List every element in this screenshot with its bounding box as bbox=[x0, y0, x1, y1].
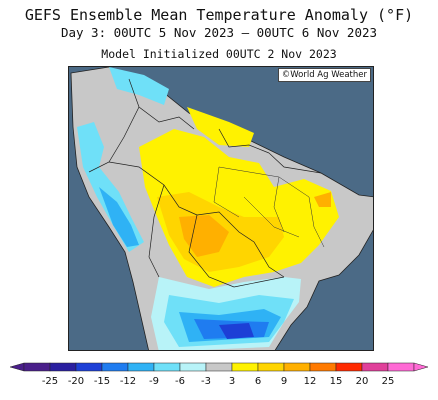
colorbar-bin bbox=[153, 362, 181, 372]
model-init-line: Model Initialized 00UTC 2 Nov 2023 bbox=[101, 47, 337, 61]
colorbar-tick-label: 6 bbox=[254, 376, 262, 387]
colorbar bbox=[10, 362, 428, 372]
country-borders bbox=[88, 78, 322, 288]
colorbar-bin bbox=[335, 362, 363, 372]
colorbar-tick-label: 9 bbox=[280, 376, 288, 387]
colorbar-tick-label: -3 bbox=[201, 376, 211, 387]
colorbar-arrow-right bbox=[413, 362, 428, 372]
colorbar-tick-label: -20 bbox=[67, 376, 85, 387]
colorbar-bin bbox=[75, 362, 103, 372]
colorbar-bin bbox=[387, 362, 415, 372]
colorbar-tick-label: -15 bbox=[93, 376, 111, 387]
colorbar-tick-label: -25 bbox=[41, 376, 59, 387]
map-title: GEFS Ensemble Mean Temperature Anomaly (… bbox=[24, 6, 414, 24]
colorbar-tick-label: 20 bbox=[355, 376, 369, 387]
colorbar-bin bbox=[283, 362, 311, 372]
colorbar-arrow-left bbox=[10, 362, 25, 372]
colorbar-bin bbox=[205, 362, 233, 372]
colorbar-tick-label: -12 bbox=[119, 376, 137, 387]
colorbar-bin bbox=[361, 362, 389, 372]
colorbar-tick-label: 25 bbox=[381, 376, 395, 387]
anomaly-orange-east bbox=[314, 192, 331, 207]
colorbar-bin bbox=[23, 362, 51, 372]
map-canvas bbox=[69, 67, 373, 350]
colorbar-tick-label: 15 bbox=[329, 376, 343, 387]
valid-period: Day 3: 00UTC 5 Nov 2023 — 00UTC 6 Nov 20… bbox=[60, 25, 378, 40]
colorbar-bin bbox=[231, 362, 259, 372]
colorbar-bin bbox=[179, 362, 207, 372]
anomaly-darkblue-south bbox=[219, 323, 254, 339]
colorbar-tick-label: 3 bbox=[228, 376, 236, 387]
anomaly-yellow-north bbox=[187, 107, 254, 147]
colorbar-tick-label: -9 bbox=[149, 376, 159, 387]
credit-label: ©World Ag Weather bbox=[277, 68, 371, 82]
anomaly-orange-core bbox=[179, 215, 229, 257]
colorbar-tick-label: 12 bbox=[303, 376, 317, 387]
colorbar-bin bbox=[309, 362, 337, 372]
anomaly-blue-andes bbox=[99, 187, 139, 247]
anomaly-cyan-north bbox=[109, 67, 169, 105]
colorbar-bin bbox=[257, 362, 285, 372]
colorbar-bin bbox=[101, 362, 129, 372]
colorbar-tick-label: -6 bbox=[175, 376, 185, 387]
colorbar-bin bbox=[49, 362, 77, 372]
state-borders bbox=[213, 166, 325, 248]
colorbar-bin bbox=[127, 362, 155, 372]
anomaly-map: ©World Ag Weather bbox=[68, 66, 374, 351]
